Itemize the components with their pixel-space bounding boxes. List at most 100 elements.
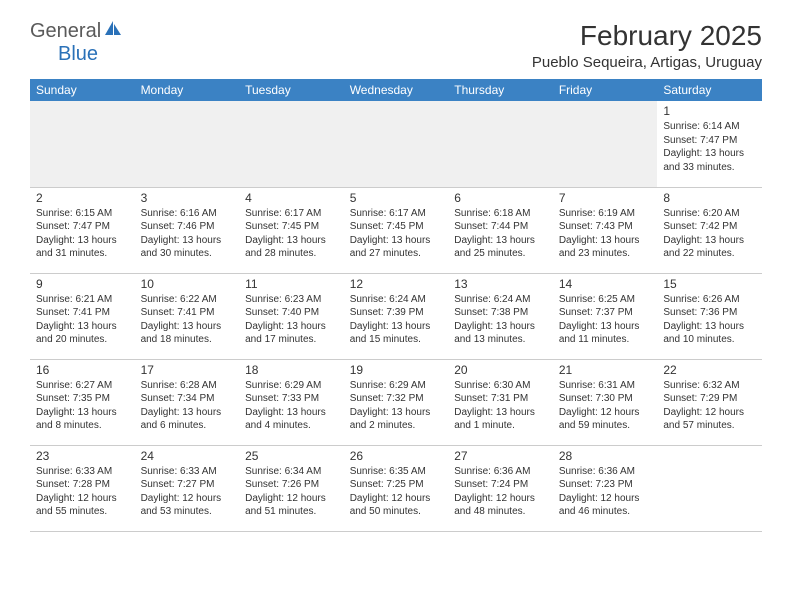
sunrise-text: Sunrise: 6:31 AM [559, 379, 652, 393]
daylight-text: Daylight: 13 hours and 18 minutes. [141, 320, 234, 347]
calendar-cell: 15Sunrise: 6:26 AMSunset: 7:36 PMDayligh… [657, 273, 762, 359]
sunrise-text: Sunrise: 6:19 AM [559, 207, 652, 221]
sunrise-text: Sunrise: 6:33 AM [36, 465, 129, 479]
day-info: Sunrise: 6:17 AMSunset: 7:45 PMDaylight:… [350, 207, 443, 261]
sunrise-text: Sunrise: 6:14 AM [663, 120, 756, 134]
day-info: Sunrise: 6:33 AMSunset: 7:27 PMDaylight:… [141, 465, 234, 519]
daylight-text: Daylight: 13 hours and 33 minutes. [663, 147, 756, 174]
sunset-text: Sunset: 7:33 PM [245, 392, 338, 406]
day-header: Friday [553, 79, 658, 101]
day-number: 5 [350, 191, 443, 205]
daylight-text: Daylight: 13 hours and 31 minutes. [36, 234, 129, 261]
sunset-text: Sunset: 7:35 PM [36, 392, 129, 406]
day-number: 22 [663, 363, 756, 377]
sunrise-text: Sunrise: 6:15 AM [36, 207, 129, 221]
calendar-cell: 4Sunrise: 6:17 AMSunset: 7:45 PMDaylight… [239, 187, 344, 273]
day-info: Sunrise: 6:19 AMSunset: 7:43 PMDaylight:… [559, 207, 652, 261]
sunset-text: Sunset: 7:41 PM [36, 306, 129, 320]
day-info: Sunrise: 6:29 AMSunset: 7:33 PMDaylight:… [245, 379, 338, 433]
sunrise-text: Sunrise: 6:24 AM [350, 293, 443, 307]
calendar-cell: 28 Sunrise: 6:36 AMSunset: 7:23 PMDayligh… [553, 445, 658, 531]
day-info: Sunrise: 6:34 AMSunset: 7:26 PMDaylight:… [245, 465, 338, 519]
day-number: 9 [36, 277, 129, 291]
daylight-text: Daylight: 12 hours and 50 minutes. [350, 492, 443, 519]
calendar-table: SundayMondayTuesdayWednesdayThursdayFrid… [30, 79, 762, 532]
sunset-text: Sunset: 7:46 PM [141, 220, 234, 234]
sunrise-text: Sunrise: 6:33 AM [141, 465, 234, 479]
day-number: 12 [350, 277, 443, 291]
day-header: Thursday [448, 79, 553, 101]
daylight-text: Daylight: 13 hours and 4 minutes. [245, 406, 338, 433]
day-info: Sunrise: 6:28 AMSunset: 7:34 PMDaylight:… [141, 379, 234, 433]
sunrise-text: Sunrise: 6:34 AM [245, 465, 338, 479]
sunset-text: Sunset: 7:45 PM [245, 220, 338, 234]
calendar-cell: 27Sunrise: 6:36 AMSunset: 7:24 PMDayligh… [448, 445, 553, 531]
sunrise-text: Sunrise: 6:20 AM [663, 207, 756, 221]
daylight-text: Daylight: 13 hours and 2 minutes. [350, 406, 443, 433]
calendar-cell: 10Sunrise: 6:22 AMSunset: 7:41 PMDayligh… [135, 273, 240, 359]
sunset-text: Sunset: 7:27 PM [141, 478, 234, 492]
day-number: 17 [141, 363, 234, 377]
day-info: Sunrise: 6:14 AMSunset: 7:47 PMDaylight:… [663, 120, 756, 174]
sunrise-text: Sunrise: 6:29 AM [350, 379, 443, 393]
day-header: Monday [135, 79, 240, 101]
calendar-cell: 6Sunrise: 6:18 AMSunset: 7:44 PMDaylight… [448, 187, 553, 273]
day-header: Saturday [657, 79, 762, 101]
day-info: Sunrise: 6:31 AMSunset: 7:30 PMDaylight:… [559, 379, 652, 433]
daylight-text: Daylight: 12 hours and 53 minutes. [141, 492, 234, 519]
day-number: 28 [559, 449, 652, 463]
location: Pueblo Sequeira, Artigas, Uruguay [532, 54, 762, 71]
calendar-cell: 22Sunrise: 6:32 AMSunset: 7:29 PMDayligh… [657, 359, 762, 445]
calendar-cell [30, 101, 135, 187]
daylight-text: Daylight: 13 hours and 27 minutes. [350, 234, 443, 261]
title-area: February 2025 Pueblo Sequeira, Artigas, … [532, 20, 762, 71]
day-number: 24 [141, 449, 234, 463]
day-number: 13 [454, 277, 547, 291]
calendar-cell: 12Sunrise: 6:24 AMSunset: 7:39 PMDayligh… [344, 273, 449, 359]
calendar-cell: 14Sunrise: 6:25 AMSunset: 7:37 PMDayligh… [553, 273, 658, 359]
day-info: Sunrise: 6:36 AMSunset: 7:24 PMDaylight:… [454, 465, 547, 519]
sunset-text: Sunset: 7:26 PM [245, 478, 338, 492]
calendar-cell [553, 101, 658, 187]
calendar-week-row: 23Sunrise: 6:33 AMSunset: 7:28 PMDayligh… [30, 445, 762, 531]
day-number: 6 [454, 191, 547, 205]
day-number: 1 [663, 104, 756, 118]
day-number: 14 [559, 277, 652, 291]
sunset-text: Sunset: 7:40 PM [245, 306, 338, 320]
sunrise-text: Sunrise: 6:24 AM [454, 293, 547, 307]
daylight-text: Daylight: 13 hours and 13 minutes. [454, 320, 547, 347]
day-info: Sunrise: 6:21 AMSunset: 7:41 PMDaylight:… [36, 293, 129, 347]
sunrise-text: Sunrise: 6:36 AM [454, 465, 547, 479]
day-number: 10 [141, 277, 234, 291]
sunrise-text: Sunrise: 6:17 AM [350, 207, 443, 221]
daylight-text: Daylight: 13 hours and 30 minutes. [141, 234, 234, 261]
logo-text: General Blue [30, 20, 123, 66]
sunset-text: Sunset: 7:34 PM [141, 392, 234, 406]
logo-sail-icon [103, 19, 123, 37]
sunrise-text: Sunrise: 6:26 AM [663, 293, 756, 307]
calendar-cell: 26Sunrise: 6:35 AMSunset: 7:25 PMDayligh… [344, 445, 449, 531]
calendar-page: General Blue February 2025 Pueblo Sequei… [0, 0, 792, 552]
calendar-cell [657, 445, 762, 531]
sunrise-text: Sunrise: 6:36 AM [559, 465, 652, 479]
logo-general: General [30, 20, 101, 42]
calendar-cell: 16Sunrise: 6:27 AMSunset: 7:35 PMDayligh… [30, 359, 135, 445]
calendar-cell: 19Sunrise: 6:29 AMSunset: 7:32 PMDayligh… [344, 359, 449, 445]
sunset-text: Sunset: 7:37 PM [559, 306, 652, 320]
day-header-row: SundayMondayTuesdayWednesdayThursdayFrid… [30, 79, 762, 101]
page-header: General Blue February 2025 Pueblo Sequei… [30, 20, 762, 71]
day-info: Sunrise: 6:33 AMSunset: 7:28 PMDaylight:… [36, 465, 129, 519]
calendar-cell: 5 Sunrise: 6:17 AMSunset: 7:45 PMDaylight… [344, 187, 449, 273]
day-number: 16 [36, 363, 129, 377]
day-number: 2 [36, 191, 129, 205]
calendar-cell: 13Sunrise: 6:24 AMSunset: 7:38 PMDayligh… [448, 273, 553, 359]
day-info: Sunrise: 6:23 AMSunset: 7:40 PMDaylight:… [245, 293, 338, 347]
sunrise-text: Sunrise: 6:29 AM [245, 379, 338, 393]
daylight-text: Daylight: 13 hours and 23 minutes. [559, 234, 652, 261]
day-info: Sunrise: 6:15 AMSunset: 7:47 PMDaylight:… [36, 207, 129, 261]
sunrise-text: Sunrise: 6:21 AM [36, 293, 129, 307]
day-info: Sunrise: 6:30 AMSunset: 7:31 PMDaylight:… [454, 379, 547, 433]
day-info: Sunrise: 6:17 AMSunset: 7:45 PMDaylight:… [245, 207, 338, 261]
day-info: Sunrise: 6:36 AMSunset: 7:23 PMDaylight:… [559, 465, 652, 519]
day-header: Wednesday [344, 79, 449, 101]
